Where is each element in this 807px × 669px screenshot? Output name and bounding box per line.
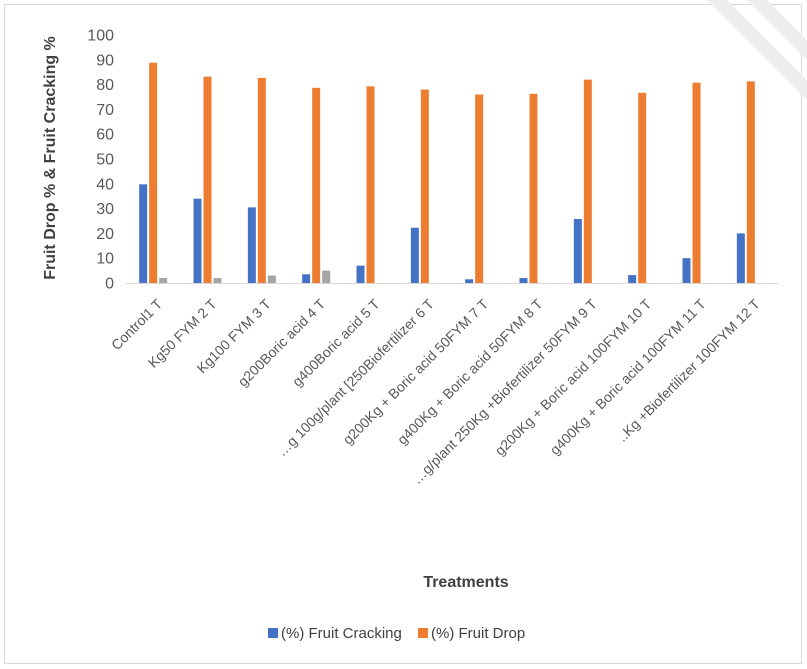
bar-series-2 <box>746 81 755 283</box>
bar-series-1 <box>465 279 474 283</box>
bar-series-3 <box>322 270 331 283</box>
bar-series-2 <box>312 87 321 283</box>
y-tick-label: 20 <box>96 226 114 243</box>
bar-series-2 <box>149 62 158 283</box>
y-tick-label: 0 <box>105 276 114 293</box>
bar-series-2 <box>638 92 647 283</box>
bar-series-2 <box>529 93 538 283</box>
bar-series-2 <box>366 86 375 283</box>
legend-swatch <box>268 628 278 638</box>
legend-swatch <box>418 628 428 638</box>
y-axis-title: Fruit Drop % & Fruit Cracking % <box>42 36 59 280</box>
bar-series-1 <box>736 233 745 283</box>
bar-series-2 <box>257 77 266 284</box>
bar-series-3 <box>159 278 168 283</box>
y-tick-label: 80 <box>96 77 114 94</box>
bar-series-3 <box>267 275 276 283</box>
bar-series-2 <box>692 82 701 283</box>
bar-series-1 <box>410 227 419 283</box>
bar-series-2 <box>475 94 484 284</box>
y-tick-label: 60 <box>96 127 114 144</box>
bars-group <box>139 62 755 284</box>
bar-series-2 <box>583 79 592 283</box>
legend-label: (%) Fruit Drop <box>431 625 525 642</box>
y-tick-label: 30 <box>96 201 114 218</box>
x-tick-label: …g/plant 250Kg +Biofertilizer 50FYM 9 T <box>409 295 601 487</box>
y-tick-label: 50 <box>96 152 114 169</box>
y-tick-label: 10 <box>96 251 114 268</box>
y-tick-label: 100 <box>87 28 114 45</box>
bar-series-1 <box>628 275 637 283</box>
y-tick-label: 90 <box>96 52 114 69</box>
bar-series-2 <box>420 89 429 283</box>
legend-label: (%) Fruit Cracking <box>281 625 402 642</box>
bar-series-1 <box>356 265 365 283</box>
bar-series-1 <box>682 258 691 283</box>
bar-series-1 <box>519 278 528 283</box>
y-tick-label: 70 <box>96 102 114 119</box>
y-axis-ticks: 0 10 20 30 40 50 60 70 80 90 100 <box>87 28 114 293</box>
bar-series-1 <box>573 219 582 283</box>
legend: (%) Fruit Cracking (%) Fruit Drop <box>268 625 525 642</box>
bar-series-3 <box>213 278 222 283</box>
chart-frame <box>4 4 802 664</box>
y-tick-label: 40 <box>96 176 114 193</box>
bar-series-1 <box>247 207 256 283</box>
bar-series-1 <box>302 274 311 283</box>
bar-series-2 <box>203 76 212 283</box>
bar-series-1 <box>193 198 202 283</box>
bar-series-1 <box>139 184 148 283</box>
x-tick-label: Control1 T <box>108 295 166 353</box>
x-axis-title: Treatments <box>423 574 508 591</box>
